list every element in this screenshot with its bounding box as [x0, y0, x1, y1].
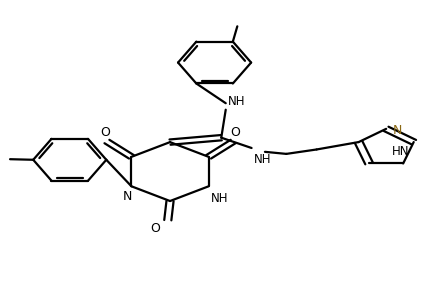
Text: HN: HN	[392, 145, 410, 157]
Text: NH: NH	[211, 192, 229, 205]
Text: O: O	[100, 126, 110, 139]
Text: O: O	[230, 126, 240, 139]
Text: O: O	[150, 222, 160, 235]
Text: NH: NH	[254, 153, 271, 166]
Text: NH: NH	[228, 95, 245, 108]
Text: N: N	[123, 190, 133, 203]
Text: N: N	[393, 124, 402, 137]
